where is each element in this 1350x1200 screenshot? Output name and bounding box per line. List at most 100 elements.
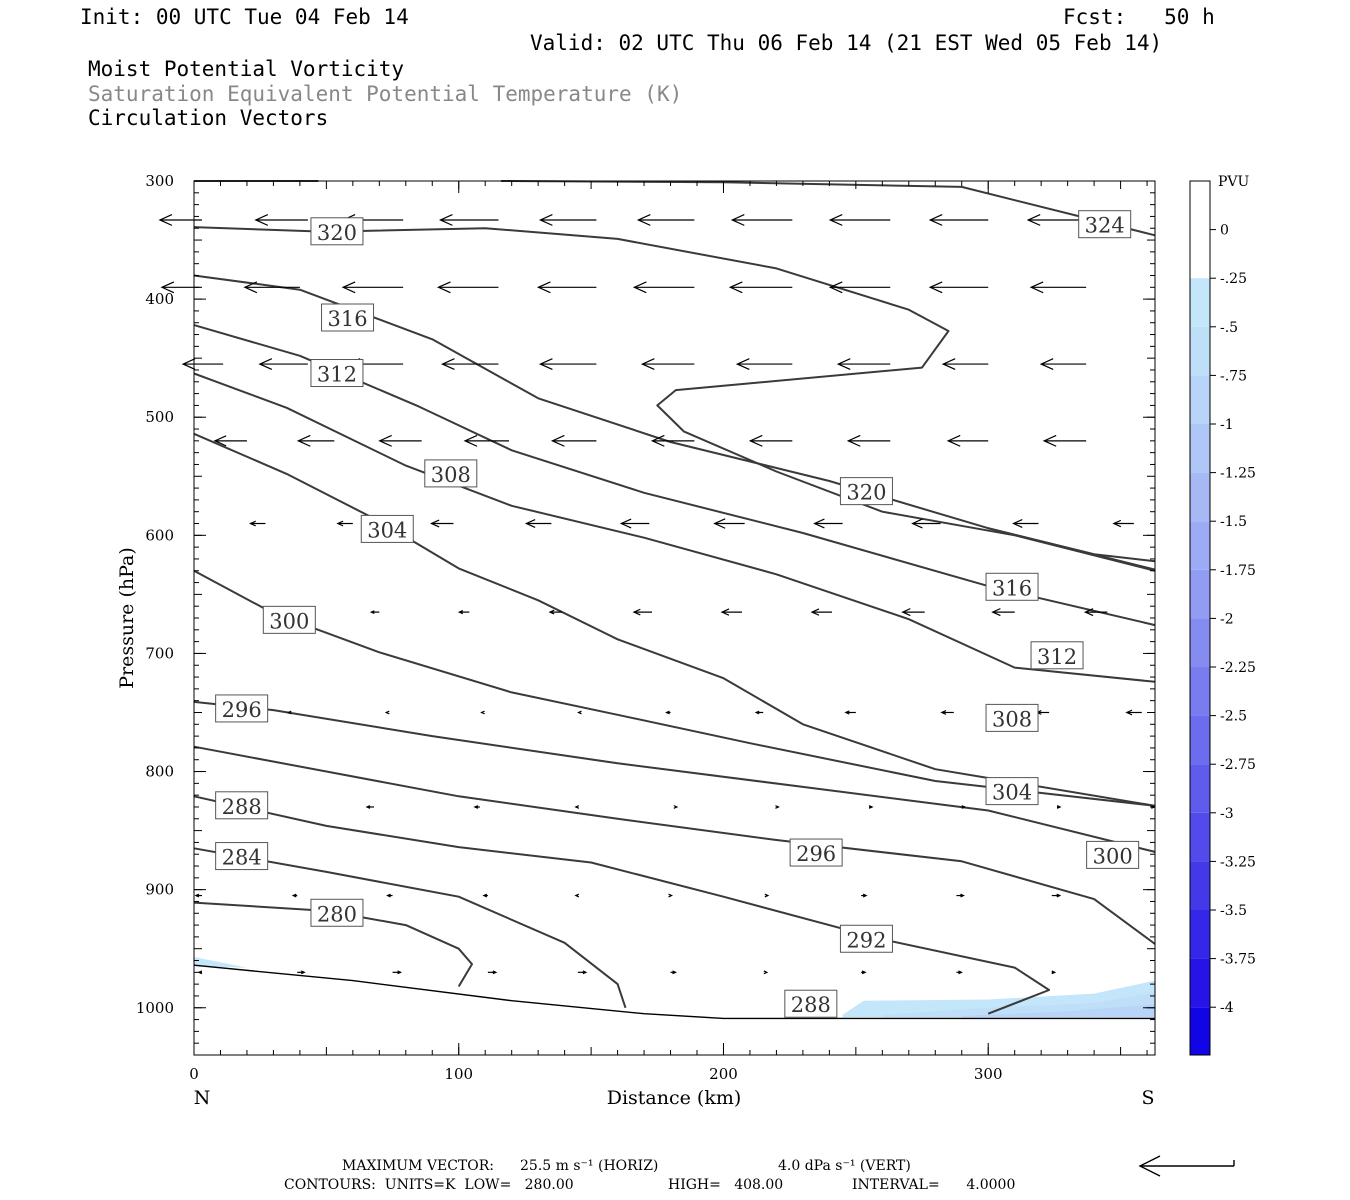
vector-9-2: [392, 970, 403, 975]
vector-3-2: [378, 434, 422, 447]
vector-7-6: [868, 805, 874, 809]
vector-1-1: [243, 281, 300, 294]
y-tick-label-500: 500: [145, 408, 174, 426]
vector-2-8: [941, 358, 989, 371]
vector-5-5: [720, 608, 743, 616]
colorbar-label-5: -1.25: [1220, 466, 1256, 482]
vector-4-9: [1112, 519, 1134, 528]
colorbar-cell-4: [1190, 424, 1210, 473]
vector-1-7: [828, 281, 891, 294]
svg-text:300: 300: [269, 609, 309, 633]
contour-label-296-15: 296: [789, 838, 843, 867]
vector-3-6: [748, 434, 793, 447]
vector-5-8: [991, 608, 1015, 617]
colorbar-label-0: 0: [1220, 223, 1229, 239]
contour-316-4: [987, 527, 1156, 563]
colorbar-label-16: -4: [1220, 1000, 1234, 1016]
vector-7-1: [365, 805, 375, 809]
svg-text:300: 300: [1093, 844, 1133, 868]
x-tick-label-100: 100: [444, 1065, 473, 1083]
vector-2-6: [735, 358, 793, 371]
svg-text:320: 320: [846, 481, 886, 505]
vector-6-5: [754, 710, 764, 715]
vector-6-4: [665, 710, 671, 715]
vector-6-7: [940, 710, 954, 715]
forecast-hour: Fcst: 50 h: [1063, 5, 1215, 29]
vector-5-6: [810, 608, 833, 616]
contour-label-316-7: 316: [985, 572, 1039, 601]
vector-5-7: [901, 608, 925, 617]
vector-6-2: [480, 710, 485, 715]
vector-7-2: [473, 805, 480, 809]
svg-text:308: 308: [992, 707, 1032, 731]
y-tick-label-600: 600: [145, 526, 174, 544]
vector-8-0: [194, 893, 202, 898]
footer-max-vector-horiz: 25.5 m s⁻¹ (HORIZ): [520, 1158, 659, 1174]
vector-4-0: [249, 520, 266, 527]
colorbar-label-9: -2.25: [1220, 660, 1256, 676]
vector-4-8: [1012, 519, 1039, 528]
vector-0-9: [1026, 214, 1087, 226]
svg-text:292: 292: [846, 928, 886, 952]
colorbar-label-7: -1.75: [1220, 563, 1256, 579]
vector-0-7: [828, 214, 891, 226]
vector-0-1: [254, 214, 308, 226]
contour-label-284-14: 284: [215, 842, 269, 871]
contour-label-292-18: 292: [839, 924, 893, 953]
contour-308-6: [193, 372, 1156, 683]
contour-label-304-12: 304: [985, 777, 1039, 806]
valid-time: Valid: 02 UTC Thu 06 Feb 14 (21 EST Wed …: [530, 31, 1163, 55]
footer-max-vector-label: MAXIMUM VECTOR:: [342, 1158, 494, 1174]
contour-label-288-13: 288: [215, 791, 269, 820]
svg-text:312: 312: [317, 363, 357, 387]
vector-9-1: [297, 970, 306, 975]
vector-3-8: [946, 434, 989, 447]
colorbar-label-4: -1: [1220, 417, 1234, 433]
x-end-label-north: N: [194, 1087, 211, 1109]
contour-304-7: [193, 432, 1156, 807]
colorbar-cell-10: [1190, 715, 1210, 765]
circulation-vectors: [158, 214, 1156, 975]
vector-2-1: [258, 358, 308, 371]
vector-9-7: [861, 970, 867, 975]
vector-2-4: [538, 358, 597, 371]
colorbar-cell-11: [1190, 764, 1210, 813]
contour-label-308-4: 308: [424, 459, 478, 488]
svg-text:280: 280: [317, 902, 357, 926]
colorbar-cell-6: [1190, 521, 1210, 570]
vector-5-3: [548, 609, 562, 615]
colorbar-label-13: -3.25: [1220, 854, 1256, 870]
pv-shading-layer: [194, 957, 1155, 1018]
svg-text:284: 284: [222, 846, 262, 870]
vector-4-5: [713, 518, 745, 529]
svg-text:296: 296: [222, 698, 262, 722]
svg-text:308: 308: [431, 463, 471, 487]
colorbar-label-3: -.75: [1220, 368, 1247, 384]
contour-292-10: [193, 745, 1156, 945]
svg-text:316: 316: [328, 307, 368, 331]
colorbar-label-2: -.5: [1220, 320, 1238, 336]
x-tick-label-200: 200: [709, 1065, 738, 1083]
vector-4-2: [429, 519, 454, 528]
contour-label-308-11: 308: [985, 703, 1039, 732]
colorbar-label-1: -.25: [1220, 271, 1247, 287]
vector-5-2: [457, 609, 470, 615]
colorbar-cell-top: [1190, 181, 1210, 230]
vector-8-4: [574, 893, 580, 898]
vector-0-8: [928, 214, 989, 226]
contour-284-12: [193, 847, 627, 1009]
vector-0-6: [730, 214, 793, 226]
vector-4-6: [813, 518, 843, 529]
vector-3-7: [846, 434, 891, 447]
contour-324-1: [501, 180, 1156, 237]
contour-label-300-9: 300: [262, 605, 316, 634]
svg-text:312: 312: [1037, 645, 1077, 669]
colorbar-units: PVU: [1218, 174, 1250, 190]
contour-280-13: [193, 901, 473, 988]
contour-label-320-6: 320: [839, 477, 893, 506]
contour-label-320-0: 320: [310, 217, 364, 246]
contour-label-296-10: 296: [215, 694, 269, 723]
x-tick-label-300: 300: [974, 1065, 1003, 1083]
colorbar-cell-1: [1190, 278, 1210, 327]
vector-9-6: [763, 970, 769, 975]
